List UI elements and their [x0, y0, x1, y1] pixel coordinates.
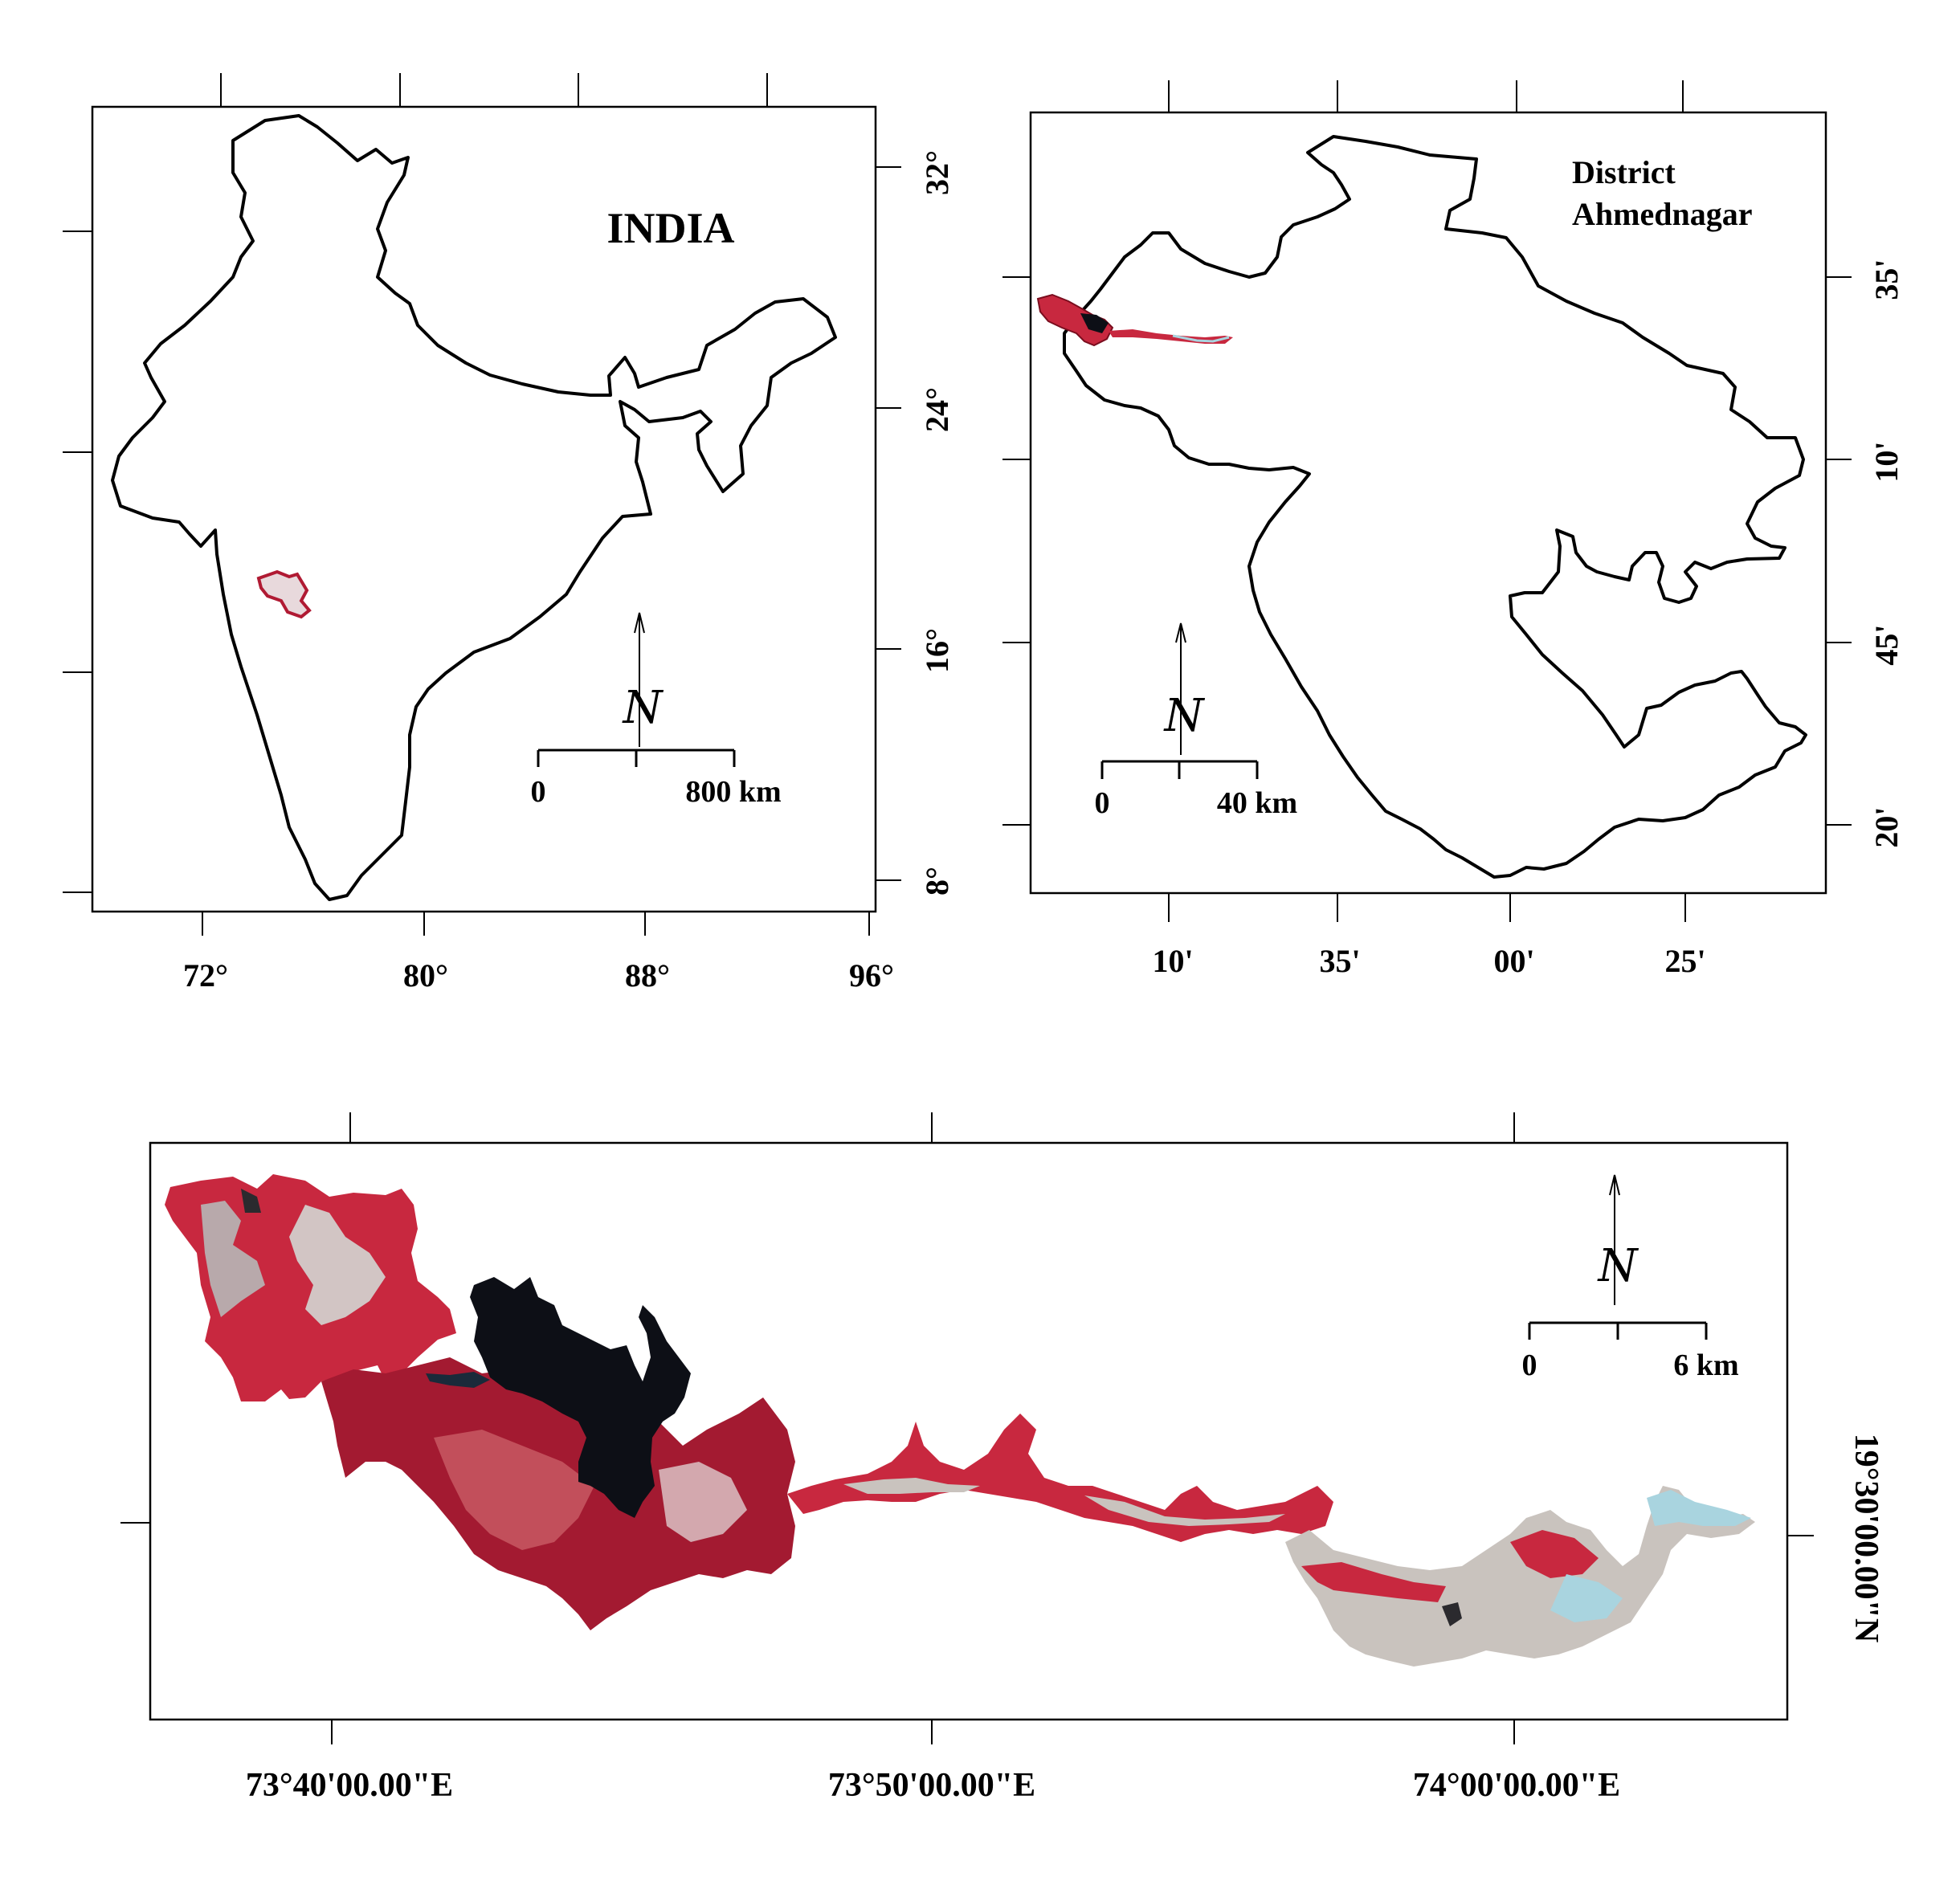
district-map-frame [1029, 111, 1827, 895]
district-longitude-label: 10' [1152, 943, 1193, 979]
svg-text:N: N [1597, 1240, 1639, 1292]
study-area-longitude-label: 73°40'00.00"E [246, 1767, 453, 1804]
ahmednagar-location-marker [256, 569, 312, 619]
svg-text:N: N [622, 682, 664, 734]
district-longitude-label: 25' [1664, 943, 1705, 979]
district-outline [1063, 135, 1807, 879]
india-scale-start-label: 0 [531, 775, 546, 809]
india-map-title: INDIA [606, 204, 734, 252]
study-area-scale-start-label: 0 [1522, 1348, 1537, 1382]
study-area-longitude-label: 74°00'00.00"E [1413, 1767, 1620, 1804]
india-longitude-label: 96° [849, 957, 894, 993]
district-latitude-label: 20' [1868, 806, 1905, 847]
study-area-scale-end-label: 6 km [1673, 1348, 1738, 1382]
district-title-line2: Ahmednagar [1572, 196, 1752, 232]
district-scale-end-label: 40 km [1217, 786, 1297, 820]
india-scale-end-label: 800 km [685, 775, 781, 809]
district-longitude-label: 00' [1493, 943, 1534, 979]
study-area-location-marker [1036, 293, 1233, 347]
north-arrow-icon: N [1163, 622, 1206, 755]
district-scale-bar [1100, 760, 1259, 779]
india-latitude-label: 16° [919, 628, 955, 673]
study-area-longitude-label: 73°50'00.00"E [828, 1767, 1035, 1804]
district-longitude-label: 35' [1319, 943, 1360, 979]
study-area-scale-bar [1528, 1321, 1708, 1340]
india-longitude-label: 80° [403, 957, 448, 993]
study-area-latitude-label: 19°30'00.00"N [1848, 1434, 1884, 1643]
india-scale-bar [537, 749, 736, 767]
india-outline [111, 114, 837, 901]
india-map-panel: INDIA N 0 800 km 72° 80° 88° 96° 32° 24°… [63, 73, 955, 993]
district-latitude-label: 45' [1868, 624, 1905, 665]
study-area-map-panel: N 0 6 km 73°40'00.00"E 73°50'00.00"E 74°… [120, 1112, 1884, 1804]
district-title-line1: District [1572, 154, 1676, 190]
district-latitude-label: 10' [1868, 441, 1905, 482]
india-map-frame [91, 105, 877, 913]
india-longitude-label: 88° [625, 957, 670, 993]
district-latitude-label: 35' [1868, 259, 1905, 300]
svg-text:N: N [1163, 690, 1206, 742]
north-arrow-icon: N [622, 612, 664, 747]
district-scale-start-label: 0 [1095, 786, 1110, 820]
india-latitude-label: 8° [919, 867, 955, 896]
false-colour-satellite-image [165, 1174, 1755, 1667]
north-arrow-icon: N [1597, 1174, 1639, 1305]
study-area-map-frame [149, 1141, 1789, 1721]
district-map-panel: District Ahmednagar N 0 40 km 10' 35' 00… [1002, 80, 1905, 979]
india-latitude-label: 24° [919, 387, 955, 432]
india-longitude-label: 72° [183, 957, 228, 993]
india-latitude-label: 32° [919, 150, 955, 195]
